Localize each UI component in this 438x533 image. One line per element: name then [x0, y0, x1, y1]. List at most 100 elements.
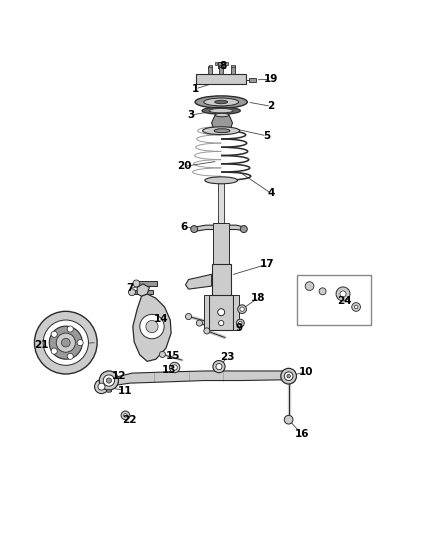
Circle shape [239, 321, 242, 325]
Polygon shape [104, 371, 290, 387]
Circle shape [213, 360, 225, 373]
Bar [204, 295, 209, 329]
Polygon shape [133, 294, 171, 361]
Circle shape [352, 303, 360, 311]
Circle shape [133, 280, 140, 287]
Text: 6: 6 [180, 222, 188, 232]
Text: 5: 5 [263, 131, 271, 141]
Circle shape [340, 291, 346, 297]
Circle shape [240, 307, 244, 311]
Circle shape [98, 383, 105, 390]
Circle shape [77, 340, 83, 346]
Ellipse shape [106, 390, 112, 392]
Ellipse shape [215, 114, 229, 117]
Circle shape [216, 364, 222, 370]
Ellipse shape [209, 109, 233, 113]
Circle shape [103, 375, 115, 386]
Ellipse shape [215, 100, 228, 104]
Circle shape [305, 282, 314, 290]
Ellipse shape [214, 129, 230, 133]
Circle shape [128, 289, 135, 296]
Text: 24: 24 [337, 296, 352, 306]
Ellipse shape [202, 107, 240, 114]
Circle shape [51, 348, 57, 354]
Bar [219, 66, 223, 74]
Circle shape [121, 411, 130, 419]
Text: 20: 20 [177, 161, 191, 172]
Bar [218, 62, 225, 68]
Circle shape [240, 225, 247, 232]
Bar [136, 281, 157, 286]
Text: 16: 16 [294, 429, 309, 439]
Text: 4: 4 [268, 188, 275, 198]
Bar [231, 65, 235, 67]
Bar [208, 65, 212, 67]
Circle shape [95, 379, 109, 393]
Circle shape [170, 362, 180, 373]
Text: 19: 19 [264, 75, 279, 84]
Polygon shape [137, 284, 149, 296]
Text: 13: 13 [162, 365, 176, 375]
Ellipse shape [205, 177, 237, 184]
Polygon shape [212, 115, 233, 131]
Circle shape [218, 309, 225, 316]
Circle shape [196, 320, 202, 326]
Circle shape [238, 305, 247, 313]
Circle shape [336, 287, 350, 301]
Circle shape [319, 288, 326, 295]
Text: 7: 7 [126, 283, 134, 293]
Bar [297, 275, 371, 325]
Circle shape [185, 313, 191, 320]
Text: 10: 10 [299, 367, 313, 377]
Bar [250, 78, 255, 82]
Circle shape [49, 326, 82, 359]
Text: 3: 3 [187, 110, 194, 120]
Text: 9: 9 [235, 324, 242, 333]
Bar [209, 295, 233, 329]
Circle shape [99, 371, 118, 390]
Circle shape [284, 415, 293, 424]
Text: 23: 23 [220, 352, 235, 362]
Text: 12: 12 [112, 371, 126, 381]
Text: 1: 1 [191, 84, 199, 94]
Circle shape [35, 311, 97, 374]
Text: 2: 2 [268, 101, 275, 111]
Bar [196, 74, 247, 84]
Circle shape [124, 414, 127, 417]
Ellipse shape [195, 96, 247, 108]
Circle shape [237, 319, 244, 327]
Bar [218, 183, 224, 225]
Circle shape [43, 320, 88, 365]
Circle shape [172, 365, 177, 370]
Bar [219, 65, 223, 67]
Bar [225, 61, 228, 65]
Circle shape [219, 320, 224, 326]
Circle shape [191, 225, 198, 232]
Text: 8: 8 [220, 61, 227, 71]
Bar [132, 290, 153, 294]
Circle shape [281, 368, 297, 384]
Circle shape [204, 328, 210, 334]
Bar [212, 264, 231, 297]
Bar [213, 223, 229, 266]
Circle shape [106, 378, 112, 383]
Bar [231, 66, 235, 74]
Ellipse shape [204, 98, 239, 106]
Circle shape [287, 375, 290, 378]
Bar [233, 295, 240, 329]
Bar [208, 66, 212, 74]
Circle shape [140, 314, 164, 339]
Ellipse shape [203, 127, 240, 135]
Text: 21: 21 [34, 340, 49, 350]
Circle shape [56, 333, 75, 352]
Circle shape [146, 320, 158, 333]
Circle shape [51, 331, 57, 337]
Text: 18: 18 [251, 293, 265, 303]
Circle shape [67, 326, 73, 332]
Polygon shape [185, 274, 212, 289]
Text: 22: 22 [123, 415, 137, 425]
Circle shape [61, 338, 70, 347]
Polygon shape [193, 225, 245, 232]
Bar [107, 380, 111, 391]
Text: 11: 11 [118, 385, 133, 395]
